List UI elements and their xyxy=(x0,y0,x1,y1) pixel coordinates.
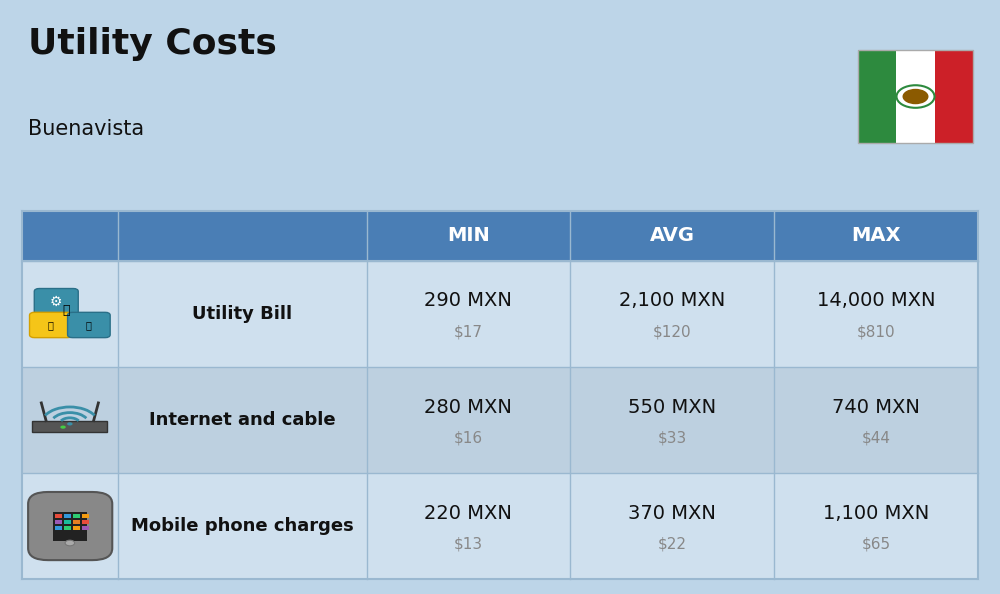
Bar xyxy=(858,50,973,143)
FancyBboxPatch shape xyxy=(68,312,110,337)
Text: 🧑: 🧑 xyxy=(63,304,70,317)
Circle shape xyxy=(67,422,73,425)
Text: $16: $16 xyxy=(454,431,483,446)
Circle shape xyxy=(60,425,66,429)
Text: 🔌: 🔌 xyxy=(48,320,54,330)
Text: $17: $17 xyxy=(454,324,483,339)
Bar xyxy=(82,514,89,518)
Text: Internet and cable: Internet and cable xyxy=(149,411,335,429)
Text: $22: $22 xyxy=(658,536,687,552)
Bar xyxy=(73,514,80,518)
Text: 💧: 💧 xyxy=(86,320,92,330)
Circle shape xyxy=(65,540,75,546)
FancyBboxPatch shape xyxy=(34,289,78,315)
Text: $33: $33 xyxy=(658,431,687,446)
Bar xyxy=(55,526,62,530)
Text: 740 MXN: 740 MXN xyxy=(832,397,920,416)
Text: 290 MXN: 290 MXN xyxy=(424,292,512,311)
Text: AVG: AVG xyxy=(650,226,695,245)
Text: 14,000 MXN: 14,000 MXN xyxy=(817,292,935,311)
Text: 220 MXN: 220 MXN xyxy=(424,504,512,523)
Bar xyxy=(73,520,80,525)
Text: 370 MXN: 370 MXN xyxy=(628,504,716,523)
Bar xyxy=(32,421,107,432)
Text: 1,100 MXN: 1,100 MXN xyxy=(823,504,929,523)
Text: Utility Costs: Utility Costs xyxy=(28,27,277,61)
Text: Buenavista: Buenavista xyxy=(28,119,144,139)
Bar xyxy=(22,211,978,261)
Bar xyxy=(55,514,62,518)
FancyBboxPatch shape xyxy=(28,492,112,560)
Bar xyxy=(935,50,973,143)
Bar xyxy=(896,50,935,143)
Text: ⚙: ⚙ xyxy=(50,295,63,308)
Bar xyxy=(22,261,978,366)
Text: Mobile phone charges: Mobile phone charges xyxy=(131,517,353,535)
Text: $120: $120 xyxy=(653,324,692,339)
Text: MIN: MIN xyxy=(447,226,490,245)
Text: $13: $13 xyxy=(454,536,483,552)
Bar xyxy=(22,366,978,473)
Text: 550 MXN: 550 MXN xyxy=(628,397,716,416)
Text: Utility Bill: Utility Bill xyxy=(192,305,292,323)
Text: 2,100 MXN: 2,100 MXN xyxy=(619,292,725,311)
Text: MAX: MAX xyxy=(851,226,901,245)
Text: 280 MXN: 280 MXN xyxy=(424,397,512,416)
FancyBboxPatch shape xyxy=(30,312,72,337)
Bar xyxy=(64,520,71,525)
Text: $65: $65 xyxy=(862,536,891,552)
Text: $810: $810 xyxy=(857,324,895,339)
Bar xyxy=(64,526,71,530)
Bar xyxy=(73,526,80,530)
Bar xyxy=(53,513,87,541)
Bar xyxy=(64,514,71,518)
Bar xyxy=(82,526,89,530)
Text: $44: $44 xyxy=(862,431,891,446)
Bar xyxy=(55,520,62,525)
Circle shape xyxy=(902,89,928,105)
Bar xyxy=(22,473,978,579)
Bar xyxy=(858,50,896,143)
Bar xyxy=(82,520,89,525)
